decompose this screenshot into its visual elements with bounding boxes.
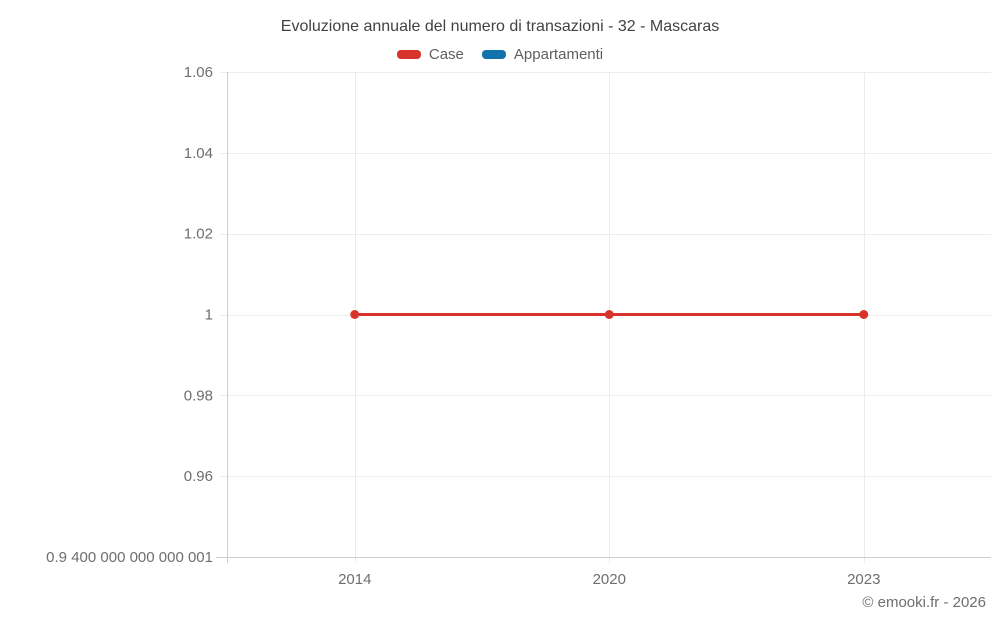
y-tick-label: 1.04: [184, 145, 213, 162]
y-tick-label: 0.98: [184, 387, 213, 404]
case-series-point[interactable]: [859, 310, 869, 319]
case-series-point[interactable]: [350, 310, 360, 319]
legend-item-case[interactable]: Case: [396, 46, 464, 63]
case-series-point[interactable]: [604, 310, 614, 319]
y-tick-label: 1.02: [184, 226, 213, 243]
x-tick-label: 2023: [847, 571, 880, 588]
legend-item-appartamenti[interactable]: Appartamenti: [481, 46, 604, 63]
x-tick-label: 2014: [338, 571, 371, 588]
legend-label-case: Case: [428, 46, 464, 63]
x-tick-label: 2020: [593, 571, 626, 588]
copyright-text: © emooki.fr - 2026: [862, 594, 986, 611]
y-tick-label: 0.9 400 000 000 000 001: [46, 549, 213, 566]
appartamenti-legend-swatch-icon: [481, 50, 506, 59]
y-tick-label: 1: [205, 307, 213, 324]
y-tick-label: 0.96: [184, 468, 213, 485]
legend: Case Appartamenti: [0, 46, 1000, 63]
case-legend-swatch-icon: [396, 50, 421, 59]
y-tick-label: 1.06: [184, 64, 213, 81]
legend-label-appartamenti: Appartamenti: [513, 46, 604, 63]
chart-title: Evoluzione annuale del numero di transaz…: [280, 18, 720, 35]
